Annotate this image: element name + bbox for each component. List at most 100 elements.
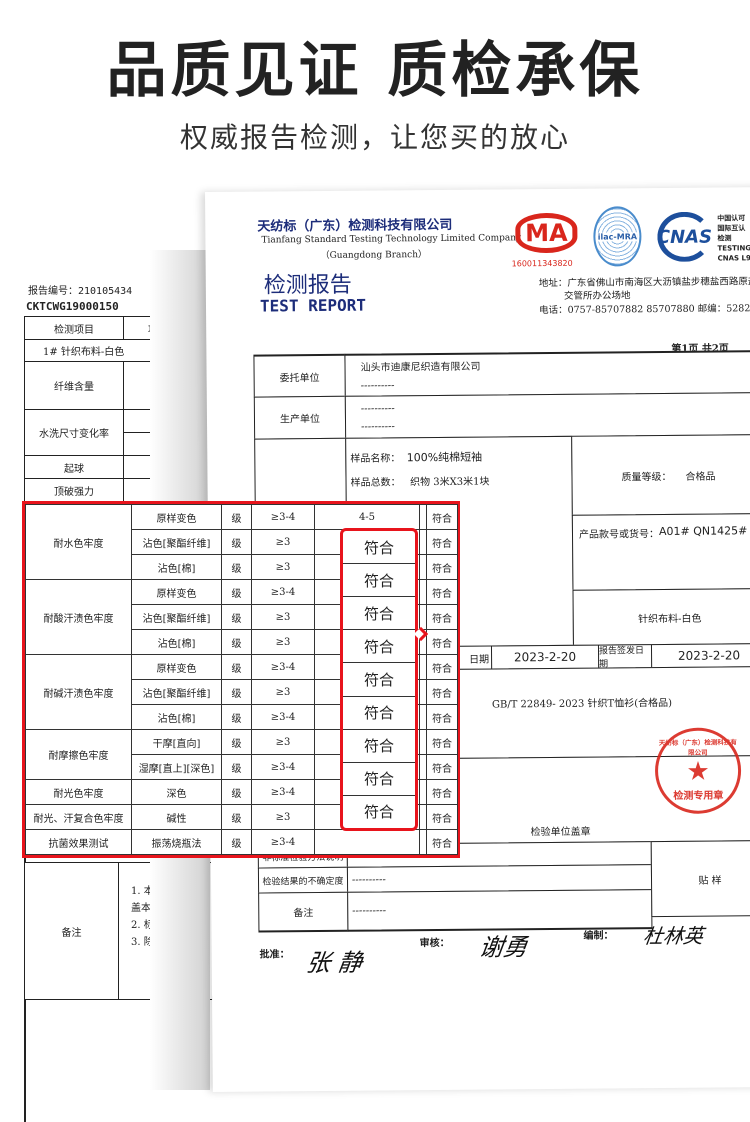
verdict: 符合 <box>426 504 458 530</box>
item-pilling: 起球 <box>24 455 124 479</box>
product-number: 产品款号或货号： A01# QN1425# <box>571 513 750 591</box>
verdict: 符合 <box>426 579 458 605</box>
pass-result: 符合 <box>343 663 415 697</box>
verdict: 符合 <box>426 679 458 705</box>
ilac-mra-logo: ilac-MRA <box>593 206 642 267</box>
highlighted-pass-column: 符合 符合 符合 符合 符合 符合 符合 符合 符合 <box>340 528 418 831</box>
test-subitem: 原样变色 <box>131 579 222 605</box>
test-subitem: 沾色[棉] <box>131 554 222 580</box>
remark-label: 备注 <box>258 891 349 933</box>
pass-result: 符合 <box>343 564 415 598</box>
col-item-header: 检测项目 <box>24 316 124 340</box>
test-subitem: 干摩[直向] <box>131 729 222 755</box>
pass-result: 符合 <box>363 803 394 822</box>
remark-value: ---------- <box>347 889 653 932</box>
measured-value <box>314 829 420 855</box>
unit: 级 <box>221 629 252 655</box>
verdict: 符合 <box>426 754 458 780</box>
phone: 电话：0757-85707882 85707880 邮编：528247 <box>538 303 750 317</box>
requirement: ≥3-4 <box>251 654 315 680</box>
requirement: ≥3 <box>251 529 315 555</box>
verdict: 符合 <box>426 604 458 630</box>
review-label: 审核： <box>419 937 450 950</box>
report-number: 报告编号：210105434 <box>28 286 133 297</box>
verdict: 符合 <box>426 529 458 555</box>
uncertainty-value: ---------- <box>346 864 653 893</box>
fabric-value: 针织布料-白色 <box>572 588 750 646</box>
approve-label: 批准： <box>259 949 290 961</box>
stamp: 天纺标（广东）检测科技有限公司 ★ 检测专用章 <box>654 727 742 815</box>
item-shrink: 水洗尺寸变化率 <box>24 409 124 456</box>
remark-label: 备注 <box>24 862 119 1000</box>
unit: 级 <box>221 604 252 630</box>
compile-label: 编制： <box>583 930 614 942</box>
producer-value: ---------- ---------- <box>344 392 750 439</box>
unit: 级 <box>221 829 252 855</box>
item-burst: 顶破强力 <box>24 478 124 502</box>
test-category: 耐水色牢度 <box>25 504 132 580</box>
test-subitem: 沾色[聚酯纤维] <box>131 679 222 705</box>
page-title: 品质见证 质检承保 <box>106 36 644 106</box>
unit: 级 <box>221 804 252 830</box>
test-subitem: 原样变色 <box>131 654 222 680</box>
table-row: 耐水色牢度 原样变色级 ≥3-4 4-5 符合 <box>25 504 458 580</box>
test-subitem: 深色 <box>131 779 222 805</box>
verdict: 符合 <box>426 629 458 655</box>
test-subitem: 沾色[聚酯纤维] <box>131 604 222 630</box>
page-subtitle: 权威报告检测，让您买的放心 <box>179 121 570 154</box>
unit: 级 <box>221 729 252 755</box>
verdict: 符合 <box>426 829 458 855</box>
verdict: 符合 <box>426 554 458 580</box>
star-icon: ★ <box>686 756 710 787</box>
pass-result: 符合 <box>343 630 415 664</box>
cma-number: 160011343820 <box>511 258 573 269</box>
issue-date-label: 报告签发日期 <box>597 644 653 670</box>
company-branch: （Guangdong Branch） <box>320 250 428 261</box>
requirement: ≥3 <box>251 604 315 630</box>
requirement: ≥3-4 <box>251 579 315 605</box>
unit: 级 <box>221 529 252 555</box>
requirement: ≥3 <box>251 804 315 830</box>
company-name-en: Tianfang Standard Testing Technology Lim… <box>261 233 522 246</box>
pass-result: 符合 <box>343 597 415 631</box>
pass-result: 符合 <box>343 730 415 763</box>
unit: 级 <box>221 679 252 705</box>
test-category: 耐酸汗渍色牢度 <box>25 579 132 655</box>
verdict: 符合 <box>426 804 458 830</box>
requirement: ≥3-4 <box>251 704 315 730</box>
sample-paste: 贴 样 <box>650 840 750 918</box>
company-name-cn: 天纺标（广东）检测科技有限公司 <box>257 217 453 235</box>
test-subitem: 沾色[棉] <box>131 704 222 730</box>
test-subitem: 振荡烧瓶法 <box>131 829 222 855</box>
measured-value: 4-5 <box>314 504 420 530</box>
requirement: ≥3-4 <box>251 754 315 780</box>
requirement: ≥3 <box>251 554 315 580</box>
requirement: ≥3 <box>251 679 315 705</box>
unit: 级 <box>221 779 252 805</box>
test-category: 耐碱汗渍色牢度 <box>25 654 132 730</box>
test-category: 耐光色牢度 <box>25 779 132 805</box>
client-value: 汕头市迪康尼织造有限公司 ---------- <box>344 350 750 397</box>
client-label: 委托单位 <box>253 353 346 398</box>
test-subitem: 原样变色 <box>131 504 222 530</box>
test-subitem: 湿摩[直上][深色] <box>131 754 222 780</box>
producer-label: 生产单位 <box>253 395 347 440</box>
test-category: 耐摩擦色牢度 <box>25 729 132 780</box>
compile-signature: 杜林英 <box>641 923 705 949</box>
requirement: ≥3-4 <box>251 779 315 805</box>
test-category: 抗菌效果测试 <box>25 829 132 855</box>
verdict: 符合 <box>426 779 458 805</box>
report-title-cn: 检测报告 <box>263 272 352 299</box>
requirement: ≥3 <box>251 729 315 755</box>
address: 地址：广东省佛山市南海区大沥镇盐步穗盐西路原盐 <box>538 276 750 290</box>
requirement: ≥3 <box>251 629 315 655</box>
verdict: 符合 <box>426 729 458 755</box>
address-line2: 交管所办公场地 <box>563 290 631 302</box>
issue-date: 2023-2-20 <box>650 643 750 669</box>
test-date: 2023-2-20 <box>490 644 600 670</box>
unit: 级 <box>221 579 252 605</box>
requirement: ≥3-4 <box>251 504 315 530</box>
test-category: 耐光、汗复合色牢度 <box>25 804 132 830</box>
cma-logo: MA <box>515 212 578 254</box>
unit: 级 <box>221 554 252 580</box>
